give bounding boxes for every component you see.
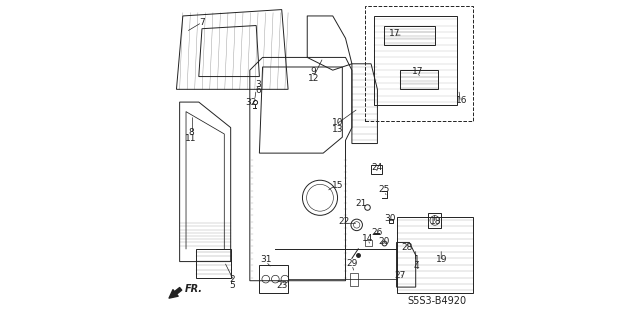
Text: 4: 4 (413, 262, 419, 271)
Text: 27: 27 (395, 271, 406, 280)
Text: 11: 11 (185, 134, 196, 143)
Text: 18: 18 (429, 217, 441, 226)
Text: 20: 20 (378, 237, 390, 246)
Text: 32: 32 (246, 98, 257, 107)
Bar (384, 26, 435, 45)
Bar (350, 273, 358, 286)
Text: 5: 5 (229, 281, 235, 290)
Bar (365, 6, 473, 121)
Text: 26: 26 (371, 228, 383, 237)
Text: 31: 31 (260, 256, 271, 264)
Text: 8: 8 (188, 128, 194, 137)
Text: 9: 9 (311, 67, 317, 76)
Text: 19: 19 (436, 256, 447, 264)
Text: 23: 23 (276, 281, 288, 290)
Text: 6: 6 (255, 86, 260, 95)
Text: 28: 28 (401, 243, 412, 252)
Text: 17: 17 (412, 67, 423, 76)
Bar (371, 165, 382, 174)
Text: 15: 15 (332, 181, 343, 189)
Text: 17: 17 (389, 29, 401, 38)
Text: 13: 13 (332, 125, 343, 134)
Text: 22: 22 (339, 217, 349, 226)
Text: 30: 30 (385, 214, 396, 223)
Text: 10: 10 (332, 118, 343, 127)
Text: 12: 12 (308, 74, 319, 83)
Bar (400, 70, 438, 89)
Text: FR.: FR. (184, 284, 202, 294)
Text: 1: 1 (413, 256, 419, 264)
Text: 3: 3 (255, 80, 260, 89)
Text: 7: 7 (199, 18, 205, 27)
Text: 21: 21 (355, 199, 367, 208)
Text: 2: 2 (230, 275, 235, 284)
Bar (374, 16, 457, 105)
Text: 16: 16 (456, 96, 468, 105)
Text: 29: 29 (347, 259, 358, 268)
Bar (365, 240, 372, 246)
Text: S5S3-B4920: S5S3-B4920 (408, 296, 467, 306)
Text: 14: 14 (362, 234, 373, 243)
Text: 24: 24 (371, 163, 383, 172)
Bar (428, 213, 441, 228)
Text: 25: 25 (378, 185, 390, 194)
